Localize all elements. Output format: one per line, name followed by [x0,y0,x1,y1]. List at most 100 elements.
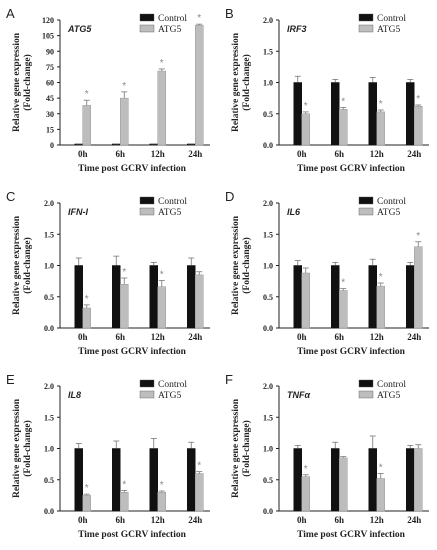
legend-swatch [139,13,155,22]
bar-control-24h [406,448,415,512]
x-tick-label: 6h [334,515,344,525]
bar-control-0h [293,82,302,146]
bar-control-24h [187,448,196,512]
significance-star: * [379,99,383,110]
y-axis-subtitle: (Fold-change) [241,54,252,110]
panel-letter: E [6,372,15,387]
bar-control-12h [149,265,158,329]
bar-atg5-6h [120,492,129,512]
y-tick-label: 2.0 [263,199,273,208]
panel-letter: B [225,6,234,21]
y-axis-title: Relative gene expression [231,398,241,498]
x-tick-label: 24h [407,332,421,342]
legend-swatch [358,390,374,399]
y-tick-label: 2.0 [44,382,54,391]
y-axis-title: Relative gene expression [12,215,22,315]
x-tick-label: 0h [297,515,307,525]
bar-control-12h [368,448,377,512]
legend-label: Control [377,197,406,207]
significance-star: * [416,231,420,242]
panel-letter: D [225,189,234,204]
bar-control-12h [368,265,377,329]
x-axis-title: Time post GCRV infection [297,347,405,357]
y-axis-subtitle: (Fold-change) [22,54,33,110]
x-axis-title: Time post GCRV infection [78,164,186,174]
bar-control-6h [331,82,340,146]
y-axis-subtitle: (Fold-change) [22,237,33,293]
y-tick-label: 1.0 [44,262,54,271]
bar-atg5-24h [195,274,204,329]
gene-label: IFN-I [68,207,88,217]
y-tick-label: 0 [50,141,54,150]
bar-atg5-0h [82,105,91,146]
x-tick-label: 6h [115,149,125,159]
legend-label: Control [377,14,406,24]
y-tick-label: 1.5 [263,230,273,239]
significance-star: * [160,270,164,281]
y-tick-label: 0.0 [263,141,273,150]
significance-star: * [122,267,126,278]
legend-swatch [358,13,374,22]
gene-label: TNFα [287,390,310,400]
bar-control-0h [293,265,302,329]
bar-atg5-24h [414,448,423,512]
significance-star: * [341,97,345,108]
x-tick-label: 6h [115,515,125,525]
y-tick-label: 15 [46,125,54,134]
bar-control-6h [112,448,121,512]
y-tick-label: 0.5 [263,476,273,485]
y-axis-title: Relative gene expression [231,32,241,132]
bar-atg5-0h [82,495,91,512]
y-tick-label: 0.5 [44,476,54,485]
significance-star: * [160,58,164,69]
x-tick-label: 0h [78,332,88,342]
x-tick-label: 24h [407,149,421,159]
significance-star: * [85,294,89,305]
significance-star: * [379,463,383,474]
bar-control-12h [149,448,158,512]
x-tick-label: 24h [188,332,202,342]
bar-control-12h [368,82,377,146]
y-tick-label: 0.0 [263,324,273,333]
significance-star: * [85,483,89,494]
y-tick-label: 105 [42,32,54,41]
y-tick-label: 2.0 [263,382,273,391]
bar-control-6h [331,265,340,329]
bar-atg5-6h [120,97,129,146]
y-tick-label: 1.5 [44,413,54,422]
bar-atg5-24h [195,473,204,512]
y-tick-label: 90 [46,47,54,56]
gene-label: ATG5 [67,24,92,34]
legend-swatch [139,390,155,399]
significance-star: * [85,89,89,100]
bar-control-0h [74,265,83,329]
bar-control-0h [293,448,302,512]
bar-control-6h [112,265,121,329]
chart-panel-c: C IFN-I 0.0 0.5 1.0 1.5 2.0 Relative gene expre… [6,189,210,357]
bar-control-24h [406,265,415,329]
significance-star: * [197,13,201,24]
y-tick-label: 0.0 [44,324,54,333]
significance-star: * [416,94,420,105]
y-tick-label: 120 [42,16,54,25]
y-tick-label: 1.0 [263,79,273,88]
legend-label: ATG5 [377,391,400,401]
y-tick-label: 1.0 [263,445,273,454]
panel-letter: F [225,372,233,387]
y-tick-label: 75 [46,63,54,72]
x-tick-label: 24h [188,149,202,159]
x-axis-title: Time post GCRV infection [297,530,405,540]
bar-atg5-24h [414,106,423,146]
gene-label: IRF3 [287,24,307,34]
significance-star: * [122,81,126,92]
bar-atg5-12h [376,285,385,329]
x-tick-label: 12h [370,332,384,342]
legend-label: Control [158,380,187,390]
bar-atg5-0h [82,307,91,329]
chart-panel-a: A ATG5 0 15 30 45 60 75 90 105 120 Relative gene ex… [6,6,210,174]
bar-atg5-24h [414,246,423,329]
x-tick-label: 12h [151,149,165,159]
y-axis-subtitle: (Fold-change) [22,420,33,476]
y-tick-label: 0.5 [263,293,273,302]
legend-label: Control [377,380,406,390]
